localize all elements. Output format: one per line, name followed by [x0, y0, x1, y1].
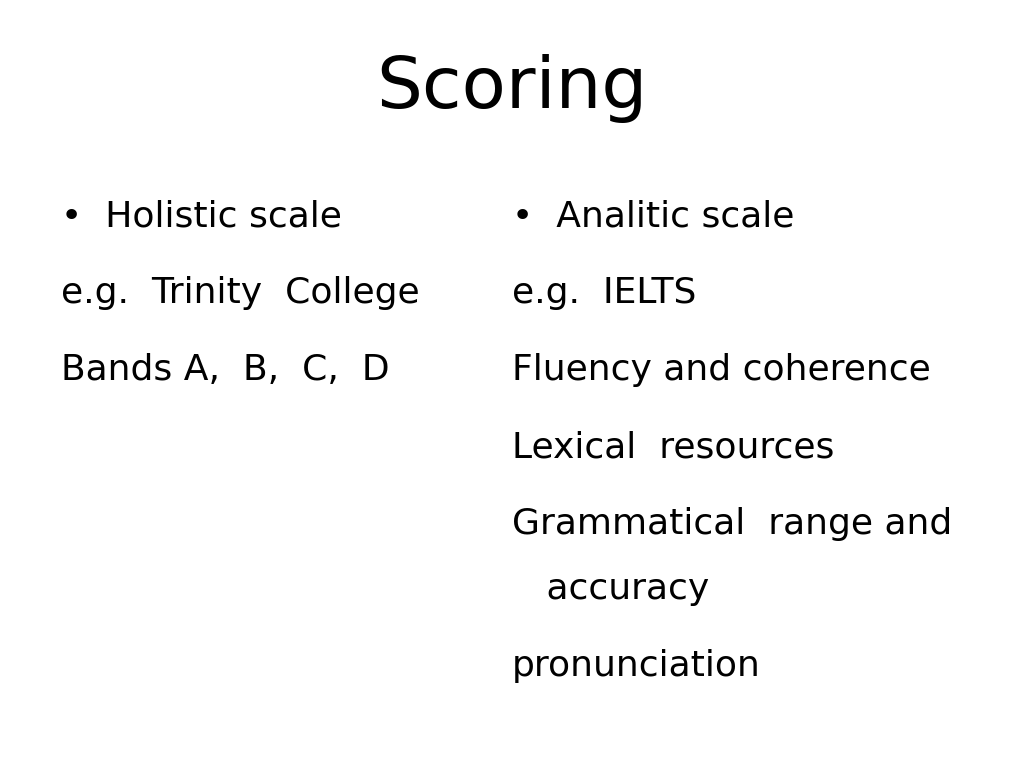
Text: Bands A,  B,  C,  D: Bands A, B, C, D [61, 353, 390, 387]
Text: •  Holistic scale: • Holistic scale [61, 200, 342, 233]
Text: e.g.  IELTS: e.g. IELTS [512, 276, 696, 310]
Text: pronunciation: pronunciation [512, 649, 761, 683]
Text: Lexical  resources: Lexical resources [512, 430, 835, 464]
Text: e.g.  Trinity  College: e.g. Trinity College [61, 276, 420, 310]
Text: Grammatical  range and: Grammatical range and [512, 507, 952, 541]
Text: accuracy: accuracy [512, 572, 710, 606]
Text: Scoring: Scoring [377, 54, 647, 123]
Text: Fluency and coherence: Fluency and coherence [512, 353, 931, 387]
Text: •  Analitic scale: • Analitic scale [512, 200, 795, 233]
